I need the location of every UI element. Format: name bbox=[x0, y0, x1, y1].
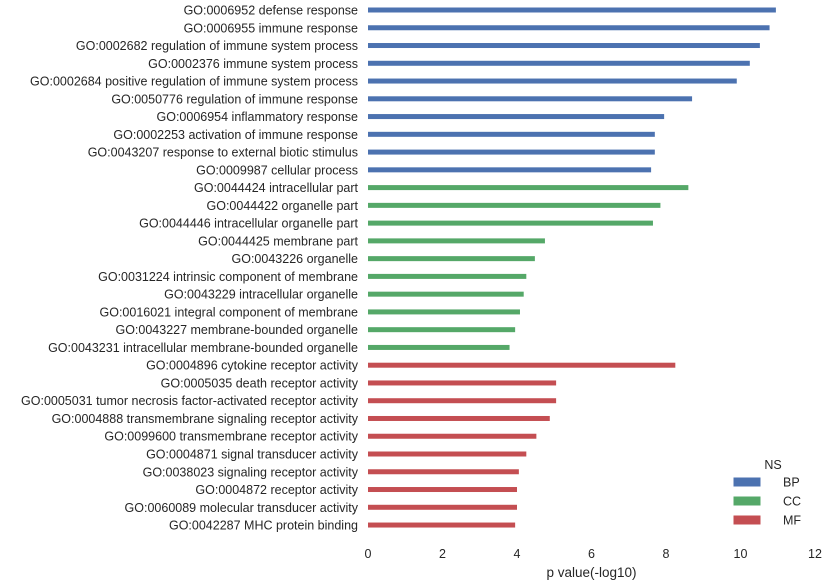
bar-bp bbox=[368, 149, 655, 155]
category-label: GO:0006952 defense response bbox=[184, 4, 358, 18]
category-label: GO:0004871 signal transducer activity bbox=[146, 448, 359, 462]
category-label: GO:0043229 intracellular organelle bbox=[164, 288, 358, 302]
x-tick-label: 8 bbox=[663, 547, 670, 561]
x-tick-label: 4 bbox=[514, 547, 521, 561]
category-label: GO:0044425 membrane part bbox=[198, 234, 358, 248]
bars-group bbox=[368, 7, 776, 528]
x-tick-label: 12 bbox=[808, 547, 822, 561]
category-label: GO:0002682 regulation of immune system p… bbox=[76, 39, 358, 53]
bar-bp bbox=[368, 7, 776, 13]
bar-mf bbox=[368, 415, 550, 421]
category-label: GO:0002253 activation of immune response bbox=[113, 128, 358, 142]
x-axis-ticks-group: 0 2 4 6 8 10 12 bbox=[365, 547, 822, 561]
bar-bp bbox=[368, 96, 693, 102]
category-label: GO:0099600 transmembrane receptor activi… bbox=[104, 430, 358, 444]
bar-cc bbox=[368, 273, 527, 279]
bar-cc bbox=[368, 256, 535, 262]
bar-bp bbox=[368, 43, 760, 49]
bar-mf bbox=[368, 433, 537, 439]
bar-mf bbox=[368, 487, 517, 493]
category-label: GO:0005035 death receptor activity bbox=[161, 376, 359, 390]
legend-label-mf: MF bbox=[783, 514, 801, 528]
bar-bp bbox=[368, 25, 770, 31]
category-label: GO:0002376 immune system process bbox=[148, 57, 358, 71]
bar-cc bbox=[368, 185, 689, 191]
category-label: GO:0042287 MHC protein binding bbox=[169, 519, 358, 533]
bar-bp bbox=[368, 131, 655, 137]
x-tick-label: 2 bbox=[439, 547, 446, 561]
x-tick-label: 0 bbox=[365, 547, 372, 561]
category-label: GO:0006954 inflammatory response bbox=[157, 110, 359, 124]
category-label: GO:0060089 molecular transducer activity bbox=[125, 501, 359, 515]
bar-cc bbox=[368, 202, 661, 208]
legend-swatch-bp bbox=[732, 476, 762, 488]
bar-cc bbox=[368, 238, 545, 244]
bar-bp bbox=[368, 167, 652, 173]
category-label: GO:0004872 receptor activity bbox=[195, 483, 358, 497]
category-label: GO:0016021 integral component of membran… bbox=[100, 305, 359, 319]
category-label: GO:0044424 intracellular part bbox=[194, 181, 359, 195]
bar-mf bbox=[368, 522, 516, 528]
bar-cc bbox=[368, 220, 653, 226]
legend-swatch-cc bbox=[732, 495, 762, 507]
category-label: GO:0043207 response to external biotic s… bbox=[88, 146, 358, 160]
legend-label-cc: CC bbox=[783, 495, 801, 509]
bar-bp bbox=[368, 114, 665, 120]
category-label: GO:0006955 immune response bbox=[184, 21, 358, 35]
category-label: GO:0038023 signaling receptor activity bbox=[143, 465, 359, 479]
category-labels-group: GO:0006952 defense response GO:0006955 im… bbox=[21, 4, 359, 533]
bar-cc bbox=[368, 327, 516, 333]
category-label: GO:0043227 membrane-bounded organelle bbox=[115, 323, 358, 337]
bar-mf bbox=[368, 362, 676, 368]
category-label: GO:0031224 intrinsic component of membra… bbox=[98, 270, 358, 284]
bar-mf bbox=[368, 451, 527, 457]
category-label: GO:0050776 regulation of immune response bbox=[111, 92, 358, 106]
bar-mf bbox=[368, 398, 557, 404]
legend: NS BP CC MF bbox=[732, 458, 801, 528]
category-label: GO:0043231 intracellular membrane-bounde… bbox=[48, 341, 358, 355]
bar-cc bbox=[368, 344, 510, 350]
x-tick-label: 6 bbox=[588, 547, 595, 561]
bar-mf bbox=[368, 380, 557, 386]
bar-cc bbox=[368, 309, 520, 315]
legend-label-bp: BP bbox=[783, 476, 800, 490]
category-label: GO:0004896 cytokine receptor activity bbox=[146, 359, 359, 373]
x-axis-label: p value(-log10) bbox=[546, 565, 636, 580]
bar-cc bbox=[368, 291, 524, 297]
category-label: GO:0044446 intracellular organelle part bbox=[139, 217, 358, 231]
x-tick-label: 10 bbox=[734, 547, 748, 561]
legend-title: NS bbox=[764, 458, 781, 472]
bar-bp bbox=[368, 60, 750, 66]
category-label: GO:0004888 transmembrane signaling recep… bbox=[52, 412, 359, 426]
category-label: GO:0044422 organelle part bbox=[207, 199, 359, 213]
bar-bp bbox=[368, 78, 737, 84]
bar-mf bbox=[368, 504, 517, 510]
category-label: GO:0005031 tumor necrosis factor-activat… bbox=[21, 394, 359, 408]
category-label: GO:0043226 organelle bbox=[232, 252, 359, 266]
category-label: GO:0002684 positive regulation of immune… bbox=[30, 75, 358, 89]
bar-mf bbox=[368, 469, 519, 475]
legend-swatch-mf bbox=[732, 514, 762, 526]
category-label: GO:0009987 cellular process bbox=[196, 163, 358, 177]
